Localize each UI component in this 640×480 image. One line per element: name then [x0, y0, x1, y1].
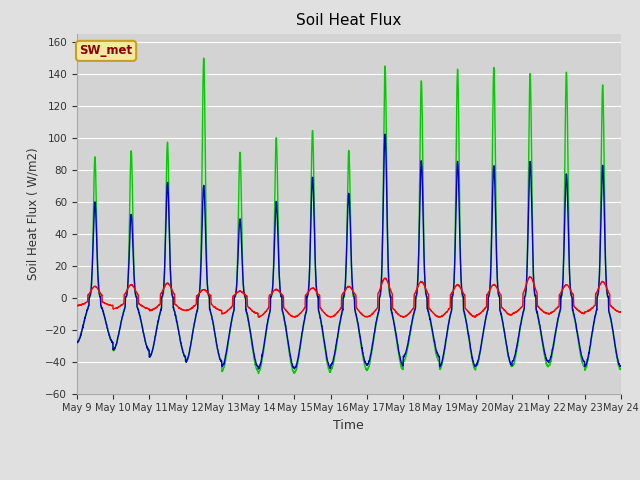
- Title: Soil Heat Flux: Soil Heat Flux: [296, 13, 401, 28]
- Text: SW_met: SW_met: [79, 44, 132, 58]
- X-axis label: Time: Time: [333, 419, 364, 432]
- Y-axis label: Soil Heat Flux ( W/m2): Soil Heat Flux ( W/m2): [27, 147, 40, 280]
